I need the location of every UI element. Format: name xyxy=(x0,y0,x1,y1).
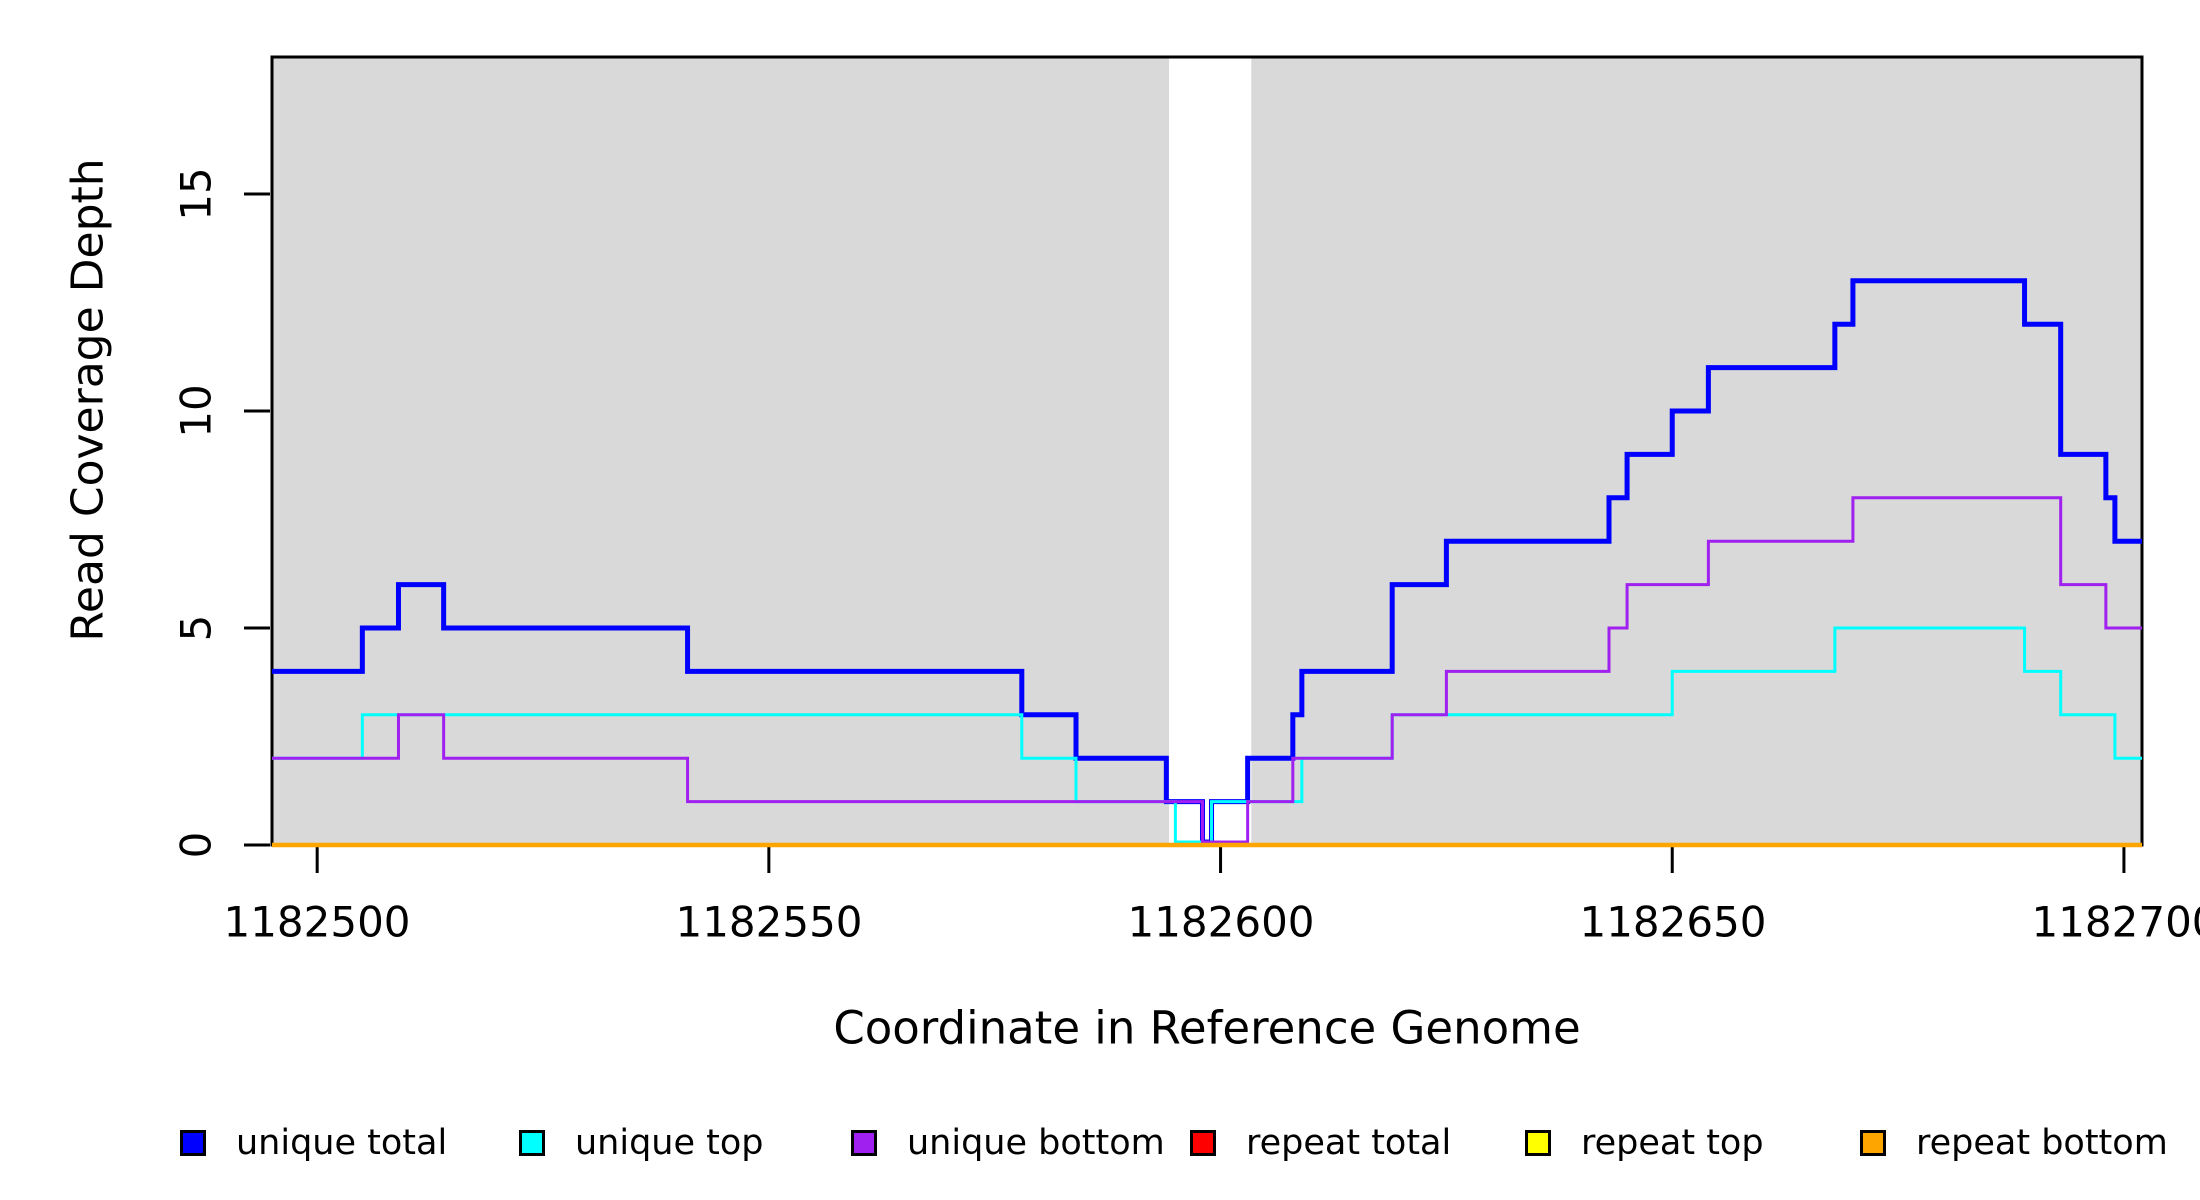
legend-swatch-unique-bottom xyxy=(851,1130,877,1156)
series-line-unique-bottom xyxy=(272,496,2142,844)
legend-label: repeat total xyxy=(1246,1123,1452,1163)
legend-swatch-repeat-total xyxy=(1190,1130,1216,1156)
legend-entry-repeat-bottom: repeat bottom xyxy=(1860,1123,2168,1163)
y-tick-label-5: 5 xyxy=(171,614,221,642)
y-tick-label-15: 15 xyxy=(171,167,221,221)
legend-label: unique total xyxy=(236,1123,448,1163)
legend-label: unique bottom xyxy=(907,1123,1165,1163)
legend-swatch-repeat-bottom xyxy=(1860,1130,1886,1156)
legend-entry-repeat-total: repeat total xyxy=(1190,1123,1452,1163)
legend-swatch-unique-total xyxy=(180,1130,206,1156)
legend-label: repeat top xyxy=(1581,1123,1764,1163)
y-axis-title: Read Coverage Depth xyxy=(62,158,114,642)
legend-entry-unique-bottom: unique bottom xyxy=(851,1123,1165,1163)
series-line-unique-total xyxy=(272,278,2142,845)
y-tick-label-0: 0 xyxy=(171,831,221,859)
x-tick-label-1182700: 1182700 xyxy=(2031,897,2200,947)
x-tick-label-1182500: 1182500 xyxy=(223,897,411,947)
y-tick-label-10: 10 xyxy=(171,384,221,438)
plot-background-region-2 xyxy=(1251,57,2142,845)
x-tick-label-1182650: 1182650 xyxy=(1579,897,1767,947)
legend-swatch-repeat-top xyxy=(1525,1130,1551,1156)
legend-entry-unique-top: unique top xyxy=(519,1123,764,1163)
legend-swatch-unique-top xyxy=(519,1130,545,1156)
legend-entry-unique-total: unique total xyxy=(180,1123,448,1163)
legend-entry-repeat-top: repeat top xyxy=(1525,1123,1764,1163)
x-tick-label-1182550: 1182550 xyxy=(675,897,863,947)
legend-label: repeat bottom xyxy=(1916,1123,2168,1163)
x-axis-title: Coordinate in Reference Genome xyxy=(833,1001,1581,1055)
x-tick-label-1182600: 1182600 xyxy=(1127,897,1315,947)
plot-background-region-1 xyxy=(272,57,1170,845)
legend-label: unique top xyxy=(575,1123,764,1163)
